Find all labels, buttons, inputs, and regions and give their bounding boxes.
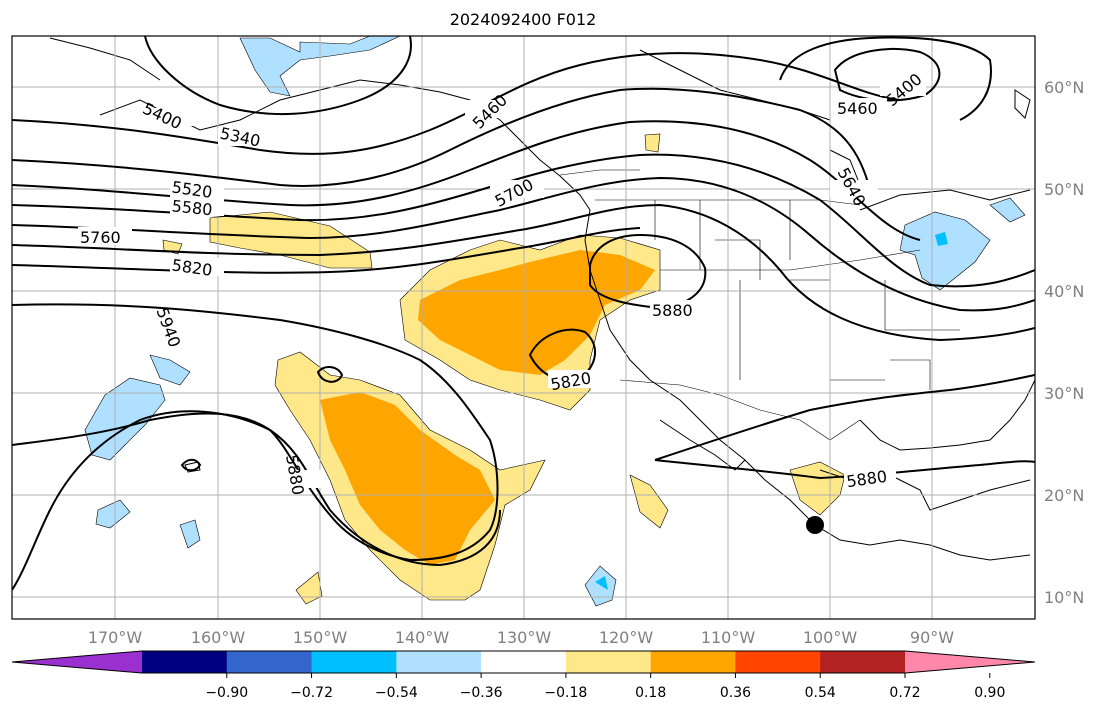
contour-label: 5460 [837,99,878,118]
lat-label: 10°N [1044,588,1084,607]
colorbar-tick-label: −0.90 [205,685,248,701]
lon-label: 110°W [701,628,756,647]
colorbar-tick-label: 0.36 [720,685,751,701]
map-frame [11,35,1036,620]
contour-label: 5760 [80,228,121,247]
contour-label: 5580 [171,196,213,219]
colorbar-extend-high [905,651,1035,673]
lon-label: 100°W [803,628,858,647]
colorbar-swatch [396,651,482,673]
colorbar-swatch [565,651,652,673]
colorbar-tick-label: −0.72 [290,685,333,701]
lon-label: 140°W [395,628,450,647]
longitude-labels: 170°W 160°W 150°W 140°W 130°W 120°W 110°… [88,628,954,647]
lat-label: 60°N [1044,78,1084,97]
lat-label: 40°N [1044,282,1084,301]
contour-label: 5880 [652,301,693,320]
colorbar-tick-label: 0.54 [805,685,836,701]
colorbar-tick-label: 0.72 [889,685,920,701]
colorbar-tick-label: −0.54 [375,685,418,701]
colorbar-swatch [226,651,313,673]
lat-label: 30°N [1044,384,1084,403]
location-dot-marker [806,516,824,534]
lon-label: 150°W [293,628,348,647]
colorbar-swatch [735,651,821,673]
colorbar-outline [11,650,1036,674]
colorbar-swatch [650,651,736,673]
lat-label: 20°N [1044,486,1084,505]
colorbar-swatch [820,651,906,673]
colorbar-tick-label: 0.18 [635,685,666,701]
colorbar-tick-label: −0.36 [460,685,503,701]
colorbar-swatch [142,651,228,673]
negative-anomaly-shading [84,36,1026,607]
lon-label: 130°W [497,628,552,647]
colorbar-extend-low [12,651,142,673]
colorbar-swatch [311,651,397,673]
colorbar-swatch [481,651,567,673]
latitude-labels: 60°N 50°N 40°N 30°N 20°N 10°N [1044,78,1084,607]
colorbar-tick-label: 0.90 [974,685,1005,701]
map-title: 2024092400 F012 [449,10,597,29]
lat-label: 50°N [1044,180,1084,199]
lon-label: 90°W [910,628,954,647]
colorbar: −0.90 −0.72 −0.54 −0.36 −0.18 0.18 0.36 0.54 0.7… [11,650,1036,701]
lon-label: 120°W [599,628,654,647]
lon-label: 160°W [191,628,246,647]
colorbar-tick-label: −0.18 [544,685,587,701]
lon-label: 170°W [88,628,143,647]
